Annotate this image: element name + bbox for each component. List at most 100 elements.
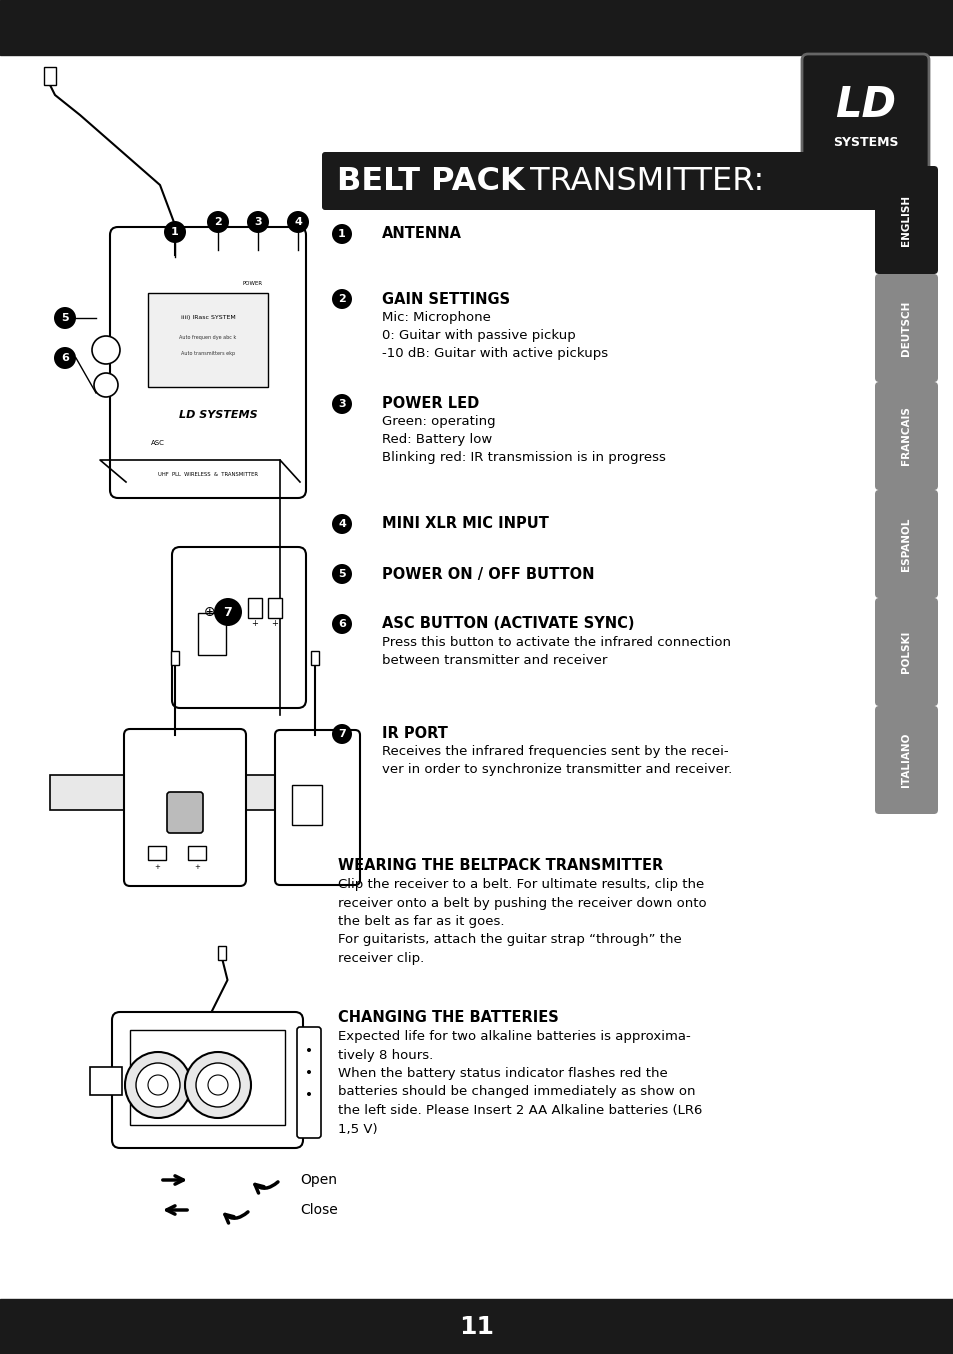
- Circle shape: [54, 347, 76, 370]
- Circle shape: [213, 598, 242, 626]
- Circle shape: [332, 613, 352, 634]
- Bar: [311, 651, 318, 665]
- Text: CHANGING THE BATTERIES: CHANGING THE BATTERIES: [337, 1010, 558, 1025]
- Text: 6: 6: [337, 619, 346, 630]
- FancyBboxPatch shape: [874, 274, 937, 382]
- Circle shape: [307, 1070, 311, 1074]
- Bar: [148, 846, 166, 860]
- FancyBboxPatch shape: [274, 730, 359, 886]
- FancyBboxPatch shape: [167, 792, 203, 833]
- FancyBboxPatch shape: [296, 1026, 320, 1137]
- FancyBboxPatch shape: [874, 490, 937, 598]
- FancyBboxPatch shape: [148, 292, 268, 387]
- Text: SYSTEMS: SYSTEMS: [832, 137, 898, 149]
- Text: +: +: [272, 620, 278, 628]
- FancyBboxPatch shape: [874, 382, 937, 490]
- Circle shape: [332, 724, 352, 743]
- Circle shape: [208, 1075, 228, 1095]
- Circle shape: [332, 288, 352, 309]
- Text: ITALIANO: ITALIANO: [901, 733, 910, 787]
- Text: 2: 2: [337, 294, 346, 305]
- Circle shape: [91, 336, 120, 364]
- Text: 1: 1: [337, 229, 346, 240]
- Bar: [90, 1067, 122, 1095]
- Text: iiii) IRasc SYSTEM: iiii) IRasc SYSTEM: [180, 314, 235, 320]
- Bar: [218, 946, 226, 960]
- Text: 0: Guitar with passive pickup: 0: Guitar with passive pickup: [381, 329, 576, 341]
- Text: 4: 4: [337, 519, 346, 529]
- Circle shape: [207, 211, 229, 233]
- Text: TRANSMITTER:: TRANSMITTER:: [519, 165, 763, 196]
- Text: Blinking red: IR transmission is in progress: Blinking red: IR transmission is in prog…: [381, 451, 665, 464]
- Text: Red: Battery low: Red: Battery low: [381, 433, 492, 447]
- Circle shape: [332, 223, 352, 244]
- Text: LD: LD: [834, 84, 895, 126]
- Text: Open: Open: [299, 1173, 336, 1187]
- Text: Mic: Microphone: Mic: Microphone: [381, 310, 491, 324]
- Text: FRANCAIS: FRANCAIS: [901, 406, 910, 466]
- Text: between transmitter and receiver: between transmitter and receiver: [381, 654, 607, 666]
- Text: 11: 11: [459, 1315, 494, 1339]
- Text: ⊕: ⊕: [204, 605, 215, 619]
- Text: +: +: [153, 864, 160, 871]
- FancyBboxPatch shape: [322, 152, 912, 210]
- Text: Receives the infrared frequencies sent by the recei-: Receives the infrared frequencies sent b…: [381, 746, 728, 758]
- Bar: [0, 1298, 953, 1354]
- Text: POWER LED: POWER LED: [381, 397, 478, 412]
- FancyBboxPatch shape: [124, 728, 246, 886]
- Text: 2: 2: [213, 217, 222, 227]
- Text: 3: 3: [337, 399, 345, 409]
- Text: +: +: [252, 620, 258, 628]
- FancyBboxPatch shape: [874, 167, 937, 274]
- Text: 5: 5: [337, 569, 345, 580]
- Text: ASC: ASC: [151, 440, 165, 445]
- Bar: [171, 651, 179, 665]
- Text: Press this button to activate the infrared connection: Press this button to activate the infrar…: [381, 635, 730, 649]
- Text: 6: 6: [61, 353, 69, 363]
- Text: GAIN SETTINGS: GAIN SETTINGS: [381, 291, 510, 306]
- FancyBboxPatch shape: [874, 705, 937, 814]
- Text: LD SYSTEMS: LD SYSTEMS: [178, 410, 257, 420]
- Circle shape: [94, 372, 118, 397]
- FancyBboxPatch shape: [110, 227, 306, 498]
- Text: Expected life for two alkaline batteries is approxima-
tively 8 hours.
When the : Expected life for two alkaline batteries…: [337, 1030, 701, 1136]
- Bar: [50, 774, 330, 810]
- Circle shape: [148, 1075, 168, 1095]
- Text: IR PORT: IR PORT: [381, 727, 447, 742]
- Bar: [268, 598, 282, 617]
- Circle shape: [54, 307, 76, 329]
- Text: Auto frequen dye abc k: Auto frequen dye abc k: [179, 334, 236, 340]
- Circle shape: [125, 1052, 191, 1118]
- Text: ANTENNA: ANTENNA: [381, 226, 461, 241]
- Text: 4: 4: [294, 217, 301, 227]
- Text: ENGLISH: ENGLISH: [901, 195, 910, 245]
- FancyBboxPatch shape: [801, 54, 928, 176]
- Bar: [292, 785, 322, 825]
- Circle shape: [164, 221, 186, 242]
- Bar: [130, 1030, 285, 1125]
- Circle shape: [332, 565, 352, 584]
- Text: 3: 3: [253, 217, 261, 227]
- Bar: [44, 66, 56, 85]
- Text: ver in order to synchronize transmitter and receiver.: ver in order to synchronize transmitter …: [381, 764, 732, 776]
- Text: MINI XLR MIC INPUT: MINI XLR MIC INPUT: [381, 516, 548, 532]
- Circle shape: [247, 211, 269, 233]
- Text: -10 dB: Guitar with active pickups: -10 dB: Guitar with active pickups: [381, 347, 607, 360]
- Circle shape: [307, 1091, 311, 1095]
- FancyBboxPatch shape: [172, 547, 306, 708]
- FancyBboxPatch shape: [112, 1011, 303, 1148]
- Circle shape: [307, 1048, 311, 1052]
- Circle shape: [332, 394, 352, 414]
- Text: 7: 7: [223, 605, 233, 619]
- Text: DEUTSCH: DEUTSCH: [901, 301, 910, 356]
- Text: 1: 1: [171, 227, 178, 237]
- Text: POWER ON / OFF BUTTON: POWER ON / OFF BUTTON: [381, 566, 594, 581]
- FancyBboxPatch shape: [874, 598, 937, 705]
- Text: 5: 5: [61, 313, 69, 324]
- Text: ESPANOL: ESPANOL: [901, 517, 910, 570]
- Text: POWER: POWER: [243, 282, 263, 286]
- Circle shape: [185, 1052, 251, 1118]
- Text: Auto transmitters ekp: Auto transmitters ekp: [181, 351, 234, 356]
- Text: POLSKI: POLSKI: [901, 631, 910, 673]
- Circle shape: [287, 211, 309, 233]
